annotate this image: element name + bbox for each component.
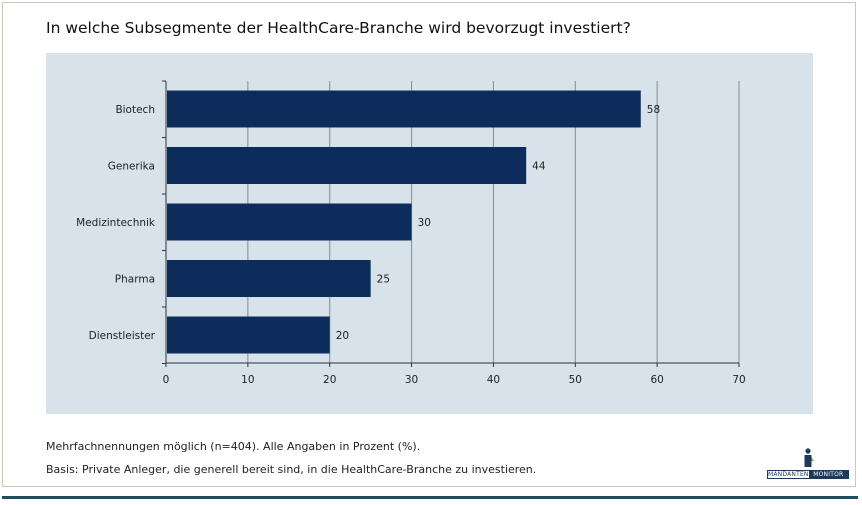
person-icon [804, 448, 814, 467]
logo-text-right: MONITOR [808, 471, 848, 478]
category-label-dienstleister: Dienstleister [89, 330, 156, 342]
bar-generika [167, 147, 527, 184]
bar-medizintechnik [167, 203, 412, 241]
x-tick-label-50: 50 [569, 374, 582, 386]
data-label-medizintechnik: 30 [418, 217, 431, 229]
chart-title: In welche Subsegmente der HealthCare-Bra… [46, 19, 631, 37]
x-tick-label-20: 20 [323, 374, 336, 386]
category-label-generika: Generika [108, 161, 155, 173]
x-tick-label-40: 40 [487, 374, 500, 386]
x-tick-label-10: 10 [241, 374, 254, 386]
category-label-biotech: Biotech [115, 104, 155, 116]
category-label-pharma: Pharma [115, 274, 155, 286]
footnote-multiple-answers: Mehrfachnennungen möglich (n=404). Alle … [46, 440, 421, 453]
bar-biotech [167, 90, 641, 128]
mandanten-monitor-logo: MANDANTEN MONITOR [767, 448, 849, 480]
bottom-rule [2, 496, 858, 499]
x-tick-label-70: 70 [732, 374, 745, 386]
x-tick-label-0: 0 [163, 374, 170, 386]
logo-text-left: MANDANTEN [768, 471, 809, 478]
data-label-dienstleister: 20 [336, 330, 349, 342]
data-label-generika: 44 [532, 161, 546, 173]
category-label-medizintechnik: Medizintechnik [76, 217, 156, 229]
bar-dienstleister [167, 316, 330, 354]
x-tick-label-60: 60 [650, 374, 663, 386]
bar-chart: 0 10 20 30 40 50 60 70 Biotech 58 Generika 44 Medizi… [76, 80, 746, 386]
chart-frame [2, 2, 856, 487]
bar-pharma [167, 260, 371, 297]
x-tick-label-30: 30 [405, 374, 418, 386]
footnote-basis: Basis: Private Anleger, die generell ber… [46, 463, 537, 476]
data-label-pharma: 25 [377, 274, 390, 286]
data-label-biotech: 58 [647, 104, 660, 116]
